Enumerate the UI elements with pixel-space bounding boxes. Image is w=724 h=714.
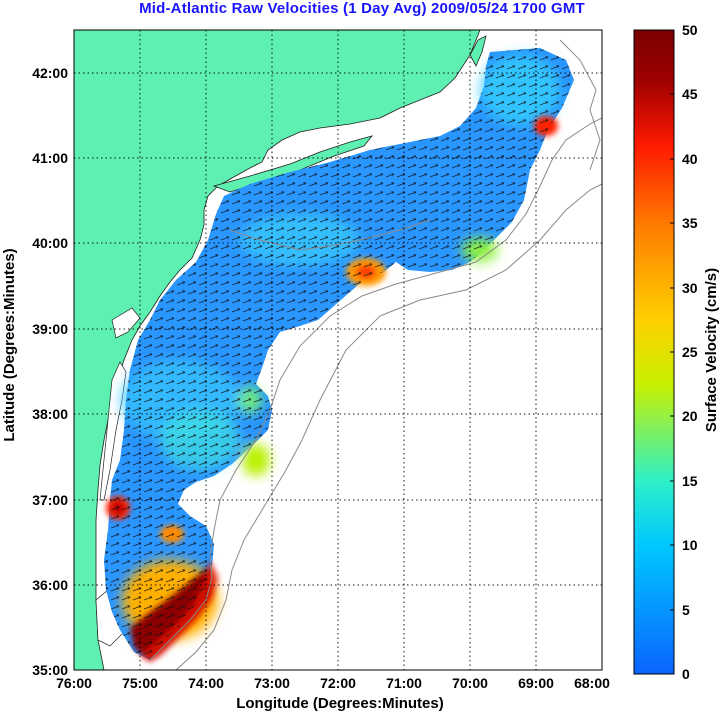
land-mass [74,30,481,670]
colorbar-label: Surface Velocity (cm/s) [703,268,720,432]
y-tick-label: 38:00 [32,406,68,422]
x-tick-label: 74:00 [188,675,224,691]
y-tick-label: 37:00 [32,492,68,508]
colorbar-tick-label: 10 [682,537,698,553]
colorbar-tick-label: 45 [682,86,698,102]
y-tick-label: 39:00 [32,321,68,337]
colorbar-tick-label: 50 [682,22,698,38]
colorbar-tick-label: 35 [682,215,698,231]
x-tick-labels: 76:00 75:00 74:00 73:00 72:00 71:00 70:0… [56,675,610,691]
y-tick-label: 36:00 [32,577,68,593]
contour-deep [175,183,602,670]
x-tick-label: 68:00 [574,675,610,691]
y-axis-label: Latitude (Degrees:Minutes) [1,248,18,441]
colorbar-tick-label: 20 [682,408,698,424]
colorbar-tick-labels: 0 5 10 15 20 25 30 35 40 45 50 [682,22,698,682]
contour-gulf-of-maine [559,39,601,171]
x-tick-label: 69:00 [518,675,554,691]
delaware-bay [111,307,141,339]
velocity-vectors [104,48,574,660]
colorbar-tick-label: 30 [682,280,698,296]
y-tick-label: 35:00 [32,662,68,678]
speed-patch-green-38 [242,444,270,476]
colorbar-ticks [670,29,674,675]
y-tick-label: 42:00 [32,65,68,81]
contour-shelf-break [149,117,602,661]
chart-title: Mid-Atlantic Raw Velocities (1 Day Avg) … [139,0,585,17]
x-tick-label: 75:00 [122,675,158,691]
cape-cod [469,35,487,67]
x-tick-label: 71:00 [386,675,422,691]
x-tick-label: 72:00 [320,675,356,691]
x-tick-label: 73:00 [254,675,290,691]
x-tick-label: 70:00 [452,675,488,691]
y-tick-labels: 35:00 36:00 37:00 38:00 39:00 40:00 41:0… [32,65,68,678]
contour-inner-shelf [229,219,431,251]
x-axis-label: Longitude (Degrees:Minutes) [236,695,444,712]
colorbar-tick-label: 0 [682,666,690,682]
y-tick-label: 40:00 [32,235,68,251]
velocity-field [104,48,574,662]
x-tick-label: 76:00 [56,675,92,691]
chesapeake-bay [99,361,127,501]
colorbar-tick-label: 5 [682,602,690,618]
colorbar-tick-label: 15 [682,473,698,489]
bathymetry-contours [149,39,602,670]
grid-lines [74,30,602,670]
plot-frame [73,29,603,671]
colorbar-tick-label: 25 [682,344,698,360]
colorbar: 0 5 10 15 20 25 30 35 40 45 50 Surface V… [633,22,720,682]
colorbar-scale [633,29,675,675]
colorbar-tick-label: 40 [682,151,698,167]
y-tick-label: 41:00 [32,150,68,166]
